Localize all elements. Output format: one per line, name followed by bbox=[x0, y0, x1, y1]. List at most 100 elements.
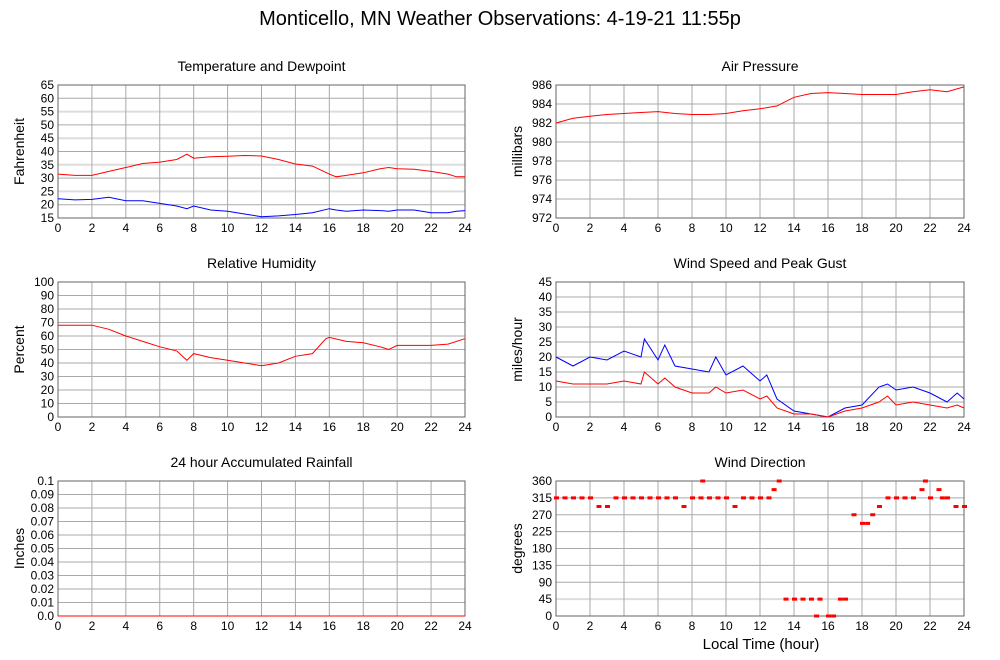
x-tick-label: 10 bbox=[719, 221, 733, 235]
data-point bbox=[656, 496, 661, 500]
data-point bbox=[630, 496, 636, 500]
x-tick-label: 4 bbox=[122, 221, 129, 235]
x-tick-label: 0 bbox=[55, 221, 62, 235]
y-tick-label: 90 bbox=[539, 575, 553, 589]
x-tick-label: 24 bbox=[458, 420, 472, 434]
x-tick-label: 10 bbox=[221, 619, 235, 633]
subplot-title: Relative Humidity bbox=[207, 255, 316, 271]
y-tick-label: 10 bbox=[41, 397, 55, 411]
data-point bbox=[690, 496, 695, 500]
y-tick-label: 30 bbox=[41, 370, 55, 384]
y-tick-label: 180 bbox=[532, 542, 552, 556]
x-tick-label: 24 bbox=[458, 221, 472, 235]
data-point bbox=[749, 496, 755, 500]
x-tick-label: 18 bbox=[855, 221, 869, 235]
x-tick-label: 0 bbox=[553, 420, 560, 434]
data-point bbox=[622, 496, 627, 500]
y-tick-label: 25 bbox=[41, 184, 55, 198]
x-tick-label: 14 bbox=[787, 221, 801, 235]
x-tick-label: 16 bbox=[821, 221, 835, 235]
data-point bbox=[664, 496, 670, 500]
x-tick-label: 6 bbox=[655, 221, 662, 235]
x-tick-label: 10 bbox=[221, 221, 235, 235]
x-tick-label: 20 bbox=[889, 420, 903, 434]
y-tick-label: 30 bbox=[41, 171, 55, 185]
y-tick-label: 0.01 bbox=[31, 596, 55, 610]
x-tick-label: 2 bbox=[89, 420, 96, 434]
y-tick-label: 0 bbox=[545, 609, 552, 623]
y-tick-label: 60 bbox=[41, 329, 55, 343]
y-tick-label: 35 bbox=[41, 158, 55, 172]
data-point bbox=[571, 496, 576, 500]
y-tick-label: 90 bbox=[41, 289, 55, 303]
y-tick-label: 270 bbox=[532, 508, 552, 522]
y-tick-label: 972 bbox=[532, 211, 552, 225]
x-tick-label: 0 bbox=[55, 420, 62, 434]
x-tick-label: 20 bbox=[889, 619, 903, 633]
x-tick-label: 6 bbox=[156, 619, 163, 633]
x-tick-label: 16 bbox=[821, 619, 835, 633]
series-line-temperature bbox=[57, 153, 465, 178]
data-point bbox=[831, 614, 837, 618]
y-tick-label: 15 bbox=[41, 211, 55, 225]
plot-frame bbox=[57, 84, 466, 219]
y-tick-label: 45 bbox=[539, 592, 553, 606]
x-tick-label: 10 bbox=[719, 420, 733, 434]
data-point bbox=[554, 496, 559, 500]
x-tick-label: 6 bbox=[156, 420, 163, 434]
x-tick-label: 24 bbox=[957, 420, 971, 434]
data-point bbox=[817, 597, 823, 601]
x-tick-label: 4 bbox=[621, 221, 628, 235]
y-tick-label: 135 bbox=[532, 558, 552, 572]
data-point bbox=[865, 521, 871, 525]
y-tick-label: 0.0 bbox=[37, 609, 54, 623]
x-tick-label: 14 bbox=[289, 221, 303, 235]
data-point bbox=[741, 496, 746, 500]
y-tick-label: 50 bbox=[41, 343, 55, 357]
x-tick-label: 8 bbox=[689, 420, 696, 434]
x-tick-label: 6 bbox=[655, 619, 662, 633]
x-tick-label: 14 bbox=[787, 420, 801, 434]
data-point bbox=[902, 496, 908, 500]
subplot-title: Temperature and Dewpoint bbox=[177, 58, 345, 74]
x-tick-label: 8 bbox=[190, 221, 197, 235]
x-tick-label: 2 bbox=[587, 221, 594, 235]
subplot-title: Wind Speed and Peak Gust bbox=[674, 255, 847, 271]
plot-frame bbox=[555, 84, 965, 219]
y-tick-label: 55 bbox=[41, 105, 55, 119]
data-point bbox=[647, 496, 653, 500]
y-tick-label: 20 bbox=[539, 350, 553, 364]
x-axis-label: Local Time (hour) bbox=[702, 636, 820, 653]
y-tick-label: 80 bbox=[41, 302, 55, 316]
y-tick-label: 976 bbox=[532, 173, 552, 187]
y-tick-label: 60 bbox=[41, 91, 55, 105]
x-tick-label: 18 bbox=[855, 619, 869, 633]
x-tick-label: 16 bbox=[821, 420, 835, 434]
x-tick-label: 4 bbox=[122, 420, 129, 434]
data-point bbox=[707, 496, 712, 500]
y-tick-label: 984 bbox=[532, 97, 552, 111]
x-tick-label: 12 bbox=[255, 221, 269, 235]
data-point bbox=[783, 597, 789, 601]
data-point bbox=[700, 479, 706, 483]
y-axis-label: millibars bbox=[509, 126, 525, 177]
data-point bbox=[814, 614, 820, 618]
x-tick-label: 16 bbox=[323, 619, 337, 633]
x-tick-label: 2 bbox=[587, 420, 594, 434]
data-point bbox=[771, 488, 777, 492]
series-line-wind-speed bbox=[555, 371, 965, 418]
y-tick-label: 35 bbox=[539, 305, 553, 319]
y-tick-label: 40 bbox=[539, 290, 553, 304]
x-tick-label: 12 bbox=[255, 619, 269, 633]
data-point bbox=[613, 496, 619, 500]
x-tick-label: 8 bbox=[190, 619, 197, 633]
x-tick-label: 4 bbox=[122, 619, 129, 633]
y-axis-label: Percent bbox=[11, 325, 27, 373]
y-tick-label: 980 bbox=[532, 135, 552, 149]
y-tick-label: 0.06 bbox=[31, 528, 55, 542]
x-tick-label: 18 bbox=[855, 420, 869, 434]
x-tick-label: 22 bbox=[424, 619, 438, 633]
series-line-peak-gust bbox=[555, 337, 965, 418]
data-point bbox=[860, 521, 865, 525]
x-tick-label: 2 bbox=[89, 221, 96, 235]
